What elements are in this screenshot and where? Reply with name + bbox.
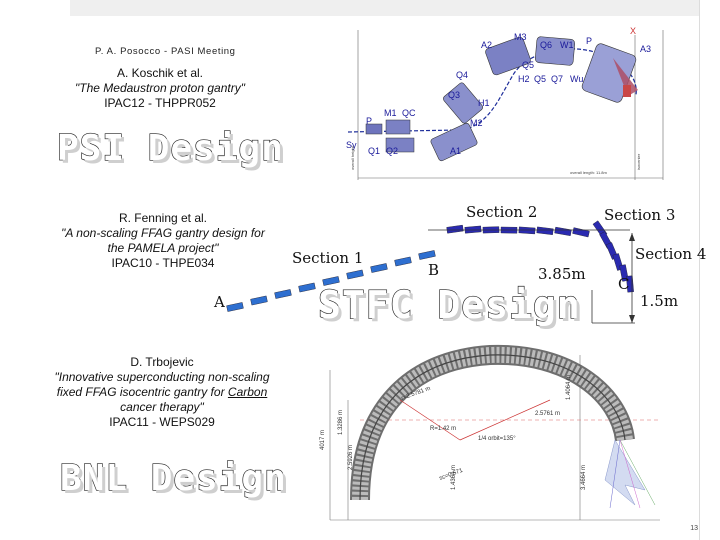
stfc-magnet (464, 225, 482, 234)
stfc-title-line1: "A non-scaling FFAG gantry design for (61, 226, 265, 240)
stfc-magnet (370, 263, 388, 273)
stfc-magnet (274, 289, 292, 299)
psi-authors: A. Koschik et al. (116, 66, 204, 80)
psi-label-wu: Wu (570, 74, 583, 84)
stfc-magnet (518, 226, 536, 235)
psi-overall-length: overall length: 11.8m (570, 170, 608, 175)
psi-label-sy: Sy (346, 140, 357, 150)
psi-design-label: PSI Design (56, 127, 284, 169)
stfc-point-c: C (618, 275, 629, 293)
stfc-point-b: B (428, 261, 439, 279)
psi-label-q6: Q6 (540, 40, 552, 50)
bnl-dim-34664: 3.4664 m (581, 465, 587, 490)
bnl-dim-25926: 2.5926 m (348, 445, 354, 470)
psi-label-m1: M1 (384, 108, 397, 118)
stfc-magnet (322, 276, 340, 286)
psi-label-m2: M2 (470, 118, 483, 128)
bnl-dim-14064: 1.4064 m (566, 375, 572, 400)
stfc-section-3: Section 3 (604, 206, 675, 224)
psi-label-q2: Q2 (386, 146, 398, 156)
psi-label-a1: A1 (450, 146, 461, 156)
bnl-dim-14364: 1.4364 m (451, 465, 457, 490)
psi-label-p-left: P (366, 116, 372, 126)
psi-label-p-top: P (586, 36, 592, 46)
stfc-magnet (226, 302, 244, 312)
top-band (70, 0, 700, 16)
stfc-title-line2: the PAMELA project" (107, 241, 219, 255)
stfc-gantry-diagram: Section 1 Section 2 Section 3 Section 4 … (213, 203, 706, 324)
psi-label-q3: Q3 (448, 90, 460, 100)
bnl-reference: D. Trbojevic "Innovative superconducting… (28, 355, 296, 430)
psi-code: IPAC12 - THPPR052 (104, 96, 216, 110)
psi-label-q5b: Q5 (534, 74, 546, 84)
bnl-title-line1: "Innovative superconducting non-scaling (54, 370, 270, 384)
bnl-design-label: BNL Design (59, 457, 287, 499)
bnl-note-orbit: 1/4 orbit=135° (478, 436, 516, 442)
psi-label-q5a: Q5 (522, 60, 534, 70)
stfc-dim-15: 1.5m (640, 292, 678, 310)
stfc-authors: R. Fenning et al. (118, 211, 208, 225)
bnl-title-line3: cancer therapy" (120, 400, 204, 414)
psi-label-x: X (630, 26, 636, 36)
psi-reference: A. Koschik et al. "The Medaustron proton… (40, 66, 280, 111)
stfc-reference: R. Fenning et al. "A non-scaling FFAG ga… (20, 211, 306, 271)
psi-title: "The Medaustron proton gantry" (75, 81, 245, 95)
page-number: 13 (690, 525, 698, 532)
stfc-code: IPAC10 - THPE034 (111, 256, 215, 270)
psi-overall-height: overall height (350, 145, 355, 170)
bnl-title-line2: fixed FFAG isocentric gantry for Carbon (28, 385, 296, 400)
psi-label-q4: Q4 (456, 70, 468, 80)
stfc-magnet (298, 282, 316, 293)
psi-label-a3: A3 (640, 44, 651, 54)
psi-label-m3: M3 (514, 32, 527, 42)
stfc-magnet (446, 224, 464, 234)
stfc-magnet (394, 256, 412, 267)
stfc-magnet (250, 295, 268, 306)
psi-label-w1: W1 (560, 40, 574, 50)
psi-label-qc: QC (402, 108, 416, 118)
bnl-dim-25761: 2.5761 m (535, 411, 560, 417)
stfc-section-2: Section 2 (466, 203, 537, 221)
bnl-note-big-r: R=1.42 m (430, 426, 456, 432)
bnl-dim-4017: 4017 m (320, 430, 326, 450)
psi-label-a2: A2 (481, 40, 492, 50)
stfc-point-a: A (213, 293, 225, 311)
stfc-magnet (536, 226, 554, 235)
bnl-authors: D. Trbojevic (130, 355, 194, 369)
stfc-magnet (346, 269, 364, 280)
bnl-title-line2-text: fixed FFAG isocentric gantry for (56, 385, 228, 399)
bnl-code: IPAC11 - WEPS029 (109, 415, 215, 429)
psi-label-h1: H1 (478, 98, 490, 108)
carbon-link[interactable]: Carbon (227, 385, 268, 399)
stfc-design-label: STFC Design (317, 282, 581, 327)
stfc-magnet (572, 227, 590, 238)
stfc-magnet (554, 226, 572, 237)
stfc-section-4: Section 4 (635, 245, 706, 263)
right-rule (699, 0, 700, 540)
stfc-dim-385: 3.85m (538, 265, 586, 283)
stfc-section-1: Section 1 (292, 249, 363, 267)
bnl-dim-13286: 1.3286 m (338, 410, 344, 435)
meeting-header: P. A. Posocco - PASI Meeting (95, 46, 236, 57)
stfc-magnets (226, 220, 634, 312)
psi-gantry-diagram: A2 M3 Q6 W1 P X A3 Q5 Q4 H2 Q5 Q7 Wu Q3 … (346, 26, 664, 180)
psi-isocenter: isocenter (636, 153, 641, 170)
psi-label-q1: Q1 (368, 146, 380, 156)
bnl-gantry-diagram: 4017 m 2.5926 m 1.3286 m 1.4364 m 3.4664… (300, 340, 685, 528)
psi-label-q7: Q7 (551, 74, 563, 84)
stfc-magnet (418, 250, 436, 260)
psi-label-h2: H2 (518, 74, 530, 84)
